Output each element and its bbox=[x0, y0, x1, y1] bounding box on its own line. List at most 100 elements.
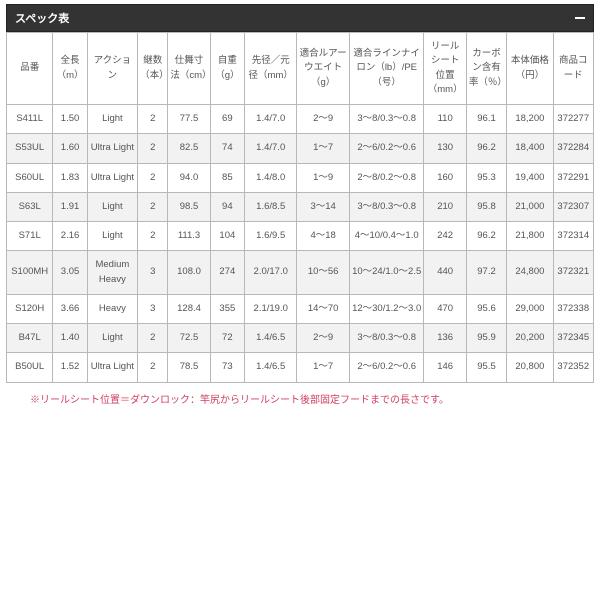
table-cell: 1.4/7.0 bbox=[244, 134, 296, 163]
spec-title: スペック表 bbox=[15, 10, 69, 26]
table-cell: 372284 bbox=[553, 134, 593, 163]
table-cell: 1.4/6.5 bbox=[244, 353, 296, 382]
table-cell: 3 bbox=[138, 251, 168, 295]
table-cell: 1.83 bbox=[53, 163, 87, 192]
table-cell: 146 bbox=[424, 353, 466, 382]
table-header-row: 品番 全長（m） アクション 継数（本） 仕舞寸法（cm） 自重（g） 先径／元… bbox=[7, 33, 594, 105]
table-cell: B50UL bbox=[7, 353, 53, 382]
table-row: S71L2.16Light2111.31041.6/9.54～184～10/0.… bbox=[7, 222, 594, 251]
table-cell: S71L bbox=[7, 222, 53, 251]
table-cell: 3.05 bbox=[53, 251, 87, 295]
table-cell: 95.5 bbox=[466, 353, 506, 382]
table-cell: 78.5 bbox=[168, 353, 210, 382]
table-cell: 372291 bbox=[553, 163, 593, 192]
table-cell: 2.0/17.0 bbox=[244, 251, 296, 295]
table-cell: 2～6/0.2～0.6 bbox=[349, 134, 424, 163]
table-cell: 18,400 bbox=[507, 134, 553, 163]
table-cell: Heavy bbox=[87, 294, 137, 323]
table-cell: 1.60 bbox=[53, 134, 87, 163]
table-cell: 94 bbox=[210, 192, 244, 221]
table-cell: 1.6/9.5 bbox=[244, 222, 296, 251]
col-header: リールシート位置（mm） bbox=[424, 33, 466, 105]
footnote: ※リールシート位置＝ダウンロック：竿尻からリールシート後部固定フードまでの長さで… bbox=[6, 383, 594, 410]
table-cell: 74 bbox=[210, 134, 244, 163]
table-cell: S60UL bbox=[7, 163, 53, 192]
table-cell: 97.2 bbox=[466, 251, 506, 295]
table-cell: 20,800 bbox=[507, 353, 553, 382]
table-row: S411L1.50Light277.5691.4/7.02～93～8/0.3～0… bbox=[7, 105, 594, 134]
table-cell: 1.4/7.0 bbox=[244, 105, 296, 134]
table-cell: Light bbox=[87, 105, 137, 134]
col-header: 自重（g） bbox=[210, 33, 244, 105]
table-cell: 128.4 bbox=[168, 294, 210, 323]
table-cell: S100MH bbox=[7, 251, 53, 295]
table-cell: 2～9 bbox=[297, 105, 349, 134]
table-cell: 24,800 bbox=[507, 251, 553, 295]
table-cell: 210 bbox=[424, 192, 466, 221]
table-cell: 29,000 bbox=[507, 294, 553, 323]
table-cell: 98.5 bbox=[168, 192, 210, 221]
table-cell: 10～24/1.0～2.5 bbox=[349, 251, 424, 295]
table-row: S53UL1.60Ultra Light282.5741.4/7.01～72～6… bbox=[7, 134, 594, 163]
table-cell: Light bbox=[87, 222, 137, 251]
col-header: 本体価格（円） bbox=[507, 33, 553, 105]
table-cell: 111.3 bbox=[168, 222, 210, 251]
table-cell: 242 bbox=[424, 222, 466, 251]
table-cell: 96.2 bbox=[466, 222, 506, 251]
col-header: アクション bbox=[87, 33, 137, 105]
table-row: S120H3.66Heavy3128.43552.1/19.014～7012～3… bbox=[7, 294, 594, 323]
col-header: 適合ルアーウエイト（g） bbox=[297, 33, 349, 105]
table-cell: 14～70 bbox=[297, 294, 349, 323]
table-cell: Light bbox=[87, 324, 137, 353]
table-cell: 440 bbox=[424, 251, 466, 295]
table-cell: 21,800 bbox=[507, 222, 553, 251]
table-cell: S63L bbox=[7, 192, 53, 221]
table-cell: 2～6/0.2～0.6 bbox=[349, 353, 424, 382]
table-cell: 94.0 bbox=[168, 163, 210, 192]
table-cell: 2 bbox=[138, 134, 168, 163]
table-cell: 21,000 bbox=[507, 192, 553, 221]
table-cell: S411L bbox=[7, 105, 53, 134]
table-cell: 136 bbox=[424, 324, 466, 353]
table-cell: 274 bbox=[210, 251, 244, 295]
table-cell: 95.3 bbox=[466, 163, 506, 192]
table-row: S63L1.91Light298.5941.6/8.53～143～8/0.3～0… bbox=[7, 192, 594, 221]
table-cell: 372345 bbox=[553, 324, 593, 353]
table-cell: 20,200 bbox=[507, 324, 553, 353]
table-cell: 85 bbox=[210, 163, 244, 192]
col-header: 品番 bbox=[7, 33, 53, 105]
table-cell: 2～8/0.2～0.8 bbox=[349, 163, 424, 192]
table-cell: 1.4/6.5 bbox=[244, 324, 296, 353]
table-cell: 4～10/0.4～1.0 bbox=[349, 222, 424, 251]
table-cell: 3～8/0.3～0.8 bbox=[349, 105, 424, 134]
table-cell: 2 bbox=[138, 105, 168, 134]
table-cell: 72.5 bbox=[168, 324, 210, 353]
collapse-icon[interactable] bbox=[575, 17, 585, 19]
table-cell: 95.8 bbox=[466, 192, 506, 221]
table-cell: 1.4/8.0 bbox=[244, 163, 296, 192]
table-cell: 10～56 bbox=[297, 251, 349, 295]
spec-title-bar[interactable]: スペック表 bbox=[6, 4, 594, 32]
table-cell: 160 bbox=[424, 163, 466, 192]
table-row: B47L1.40Light272.5721.4/6.52～93～8/0.3～0.… bbox=[7, 324, 594, 353]
table-cell: 95.6 bbox=[466, 294, 506, 323]
table-cell: S53UL bbox=[7, 134, 53, 163]
table-cell: 372307 bbox=[553, 192, 593, 221]
table-cell: 69 bbox=[210, 105, 244, 134]
table-cell: 12～30/1.2～3.0 bbox=[349, 294, 424, 323]
table-cell: 1.6/8.5 bbox=[244, 192, 296, 221]
table-cell: 4～18 bbox=[297, 222, 349, 251]
table-cell: Ultra Light bbox=[87, 134, 137, 163]
table-cell: 355 bbox=[210, 294, 244, 323]
col-header: 継数（本） bbox=[138, 33, 168, 105]
table-cell: 2 bbox=[138, 163, 168, 192]
table-cell: 1～9 bbox=[297, 163, 349, 192]
table-cell: 3～8/0.3～0.8 bbox=[349, 192, 424, 221]
table-row: B50UL1.52Ultra Light278.5731.4/6.51～72～6… bbox=[7, 353, 594, 382]
spec-table: 品番 全長（m） アクション 継数（本） 仕舞寸法（cm） 自重（g） 先径／元… bbox=[6, 32, 594, 383]
table-body: S411L1.50Light277.5691.4/7.02～93～8/0.3～0… bbox=[7, 105, 594, 383]
table-cell: S120H bbox=[7, 294, 53, 323]
table-cell: 96.2 bbox=[466, 134, 506, 163]
table-cell: 372352 bbox=[553, 353, 593, 382]
table-cell: 1～7 bbox=[297, 134, 349, 163]
